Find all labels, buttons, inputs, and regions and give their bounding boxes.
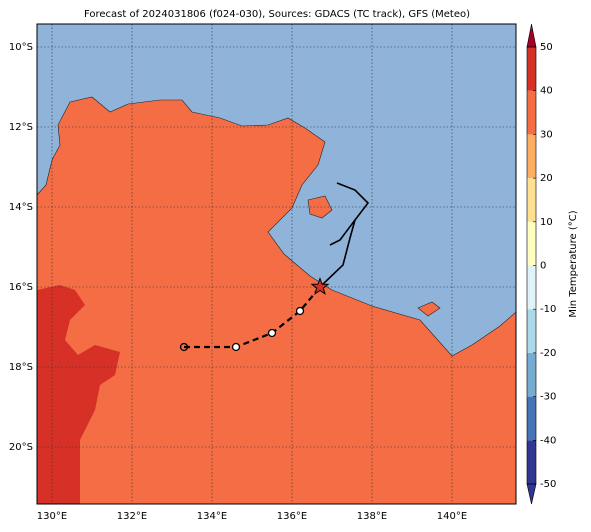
island bbox=[307, 195, 333, 219]
colorbar-tick-label: 10 bbox=[540, 217, 553, 228]
y-tick-label: 10°S bbox=[9, 42, 33, 53]
colorbar-band bbox=[527, 178, 536, 222]
island bbox=[417, 301, 441, 317]
title: Forecast of 2024031806 (f024-030), Sourc… bbox=[84, 9, 470, 20]
colorbar-band bbox=[527, 221, 536, 266]
colorbar-tick-label: 30 bbox=[540, 129, 553, 140]
track-point bbox=[295, 306, 305, 316]
colorbar-band bbox=[527, 47, 536, 91]
colorbar-tick-label: -40 bbox=[540, 435, 556, 446]
track-point bbox=[179, 342, 189, 352]
x-tick-label: 132°E bbox=[117, 511, 147, 522]
track-point bbox=[267, 328, 277, 338]
y-tick-label: 18°S bbox=[9, 362, 33, 373]
x-tick-label: 138°E bbox=[357, 511, 387, 522]
colorbar-band bbox=[527, 265, 536, 310]
colorbar-band bbox=[527, 309, 536, 353]
colorbar-band bbox=[527, 352, 536, 397]
colorbar-band bbox=[527, 134, 536, 179]
track-point bbox=[231, 342, 241, 352]
warm-region bbox=[37, 285, 120, 504]
colorbar-extend-low bbox=[526, 483, 537, 505]
colorbar-extend-high bbox=[526, 23, 537, 48]
colorbar-tick-label: -30 bbox=[540, 392, 556, 403]
y-tick-label: 16°S bbox=[9, 282, 33, 293]
y-tick-label: 20°S bbox=[9, 442, 33, 453]
colorbar-tick-label: 50 bbox=[540, 42, 553, 53]
land bbox=[36, 96, 517, 505]
y-tick-label: 14°S bbox=[9, 202, 33, 213]
colorbar-band bbox=[527, 90, 536, 135]
colorbar-tick-label: -10 bbox=[540, 304, 556, 315]
observed-track bbox=[321, 182, 370, 286]
colorbar-tick-label: 40 bbox=[540, 86, 553, 97]
colorbar-tick-label: -50 bbox=[540, 479, 556, 490]
colorbar-tick-label: 20 bbox=[540, 173, 553, 184]
storm-position bbox=[310, 277, 330, 296]
x-tick-label: 130°E bbox=[37, 511, 67, 522]
colorbar-band bbox=[527, 440, 536, 484]
y-tick-label: 12°S bbox=[9, 122, 33, 133]
x-tick-label: 136°E bbox=[277, 511, 307, 522]
colorbar-band bbox=[527, 396, 536, 441]
x-tick-label: 140°E bbox=[437, 511, 467, 522]
colorbar-tick-label: -20 bbox=[540, 348, 556, 359]
colorbar-label: Min Temperature (°C) bbox=[568, 210, 579, 317]
colorbar-tick-label: 0 bbox=[540, 261, 546, 272]
map-frame bbox=[36, 23, 517, 505]
x-tick-label: 134°E bbox=[197, 511, 227, 522]
